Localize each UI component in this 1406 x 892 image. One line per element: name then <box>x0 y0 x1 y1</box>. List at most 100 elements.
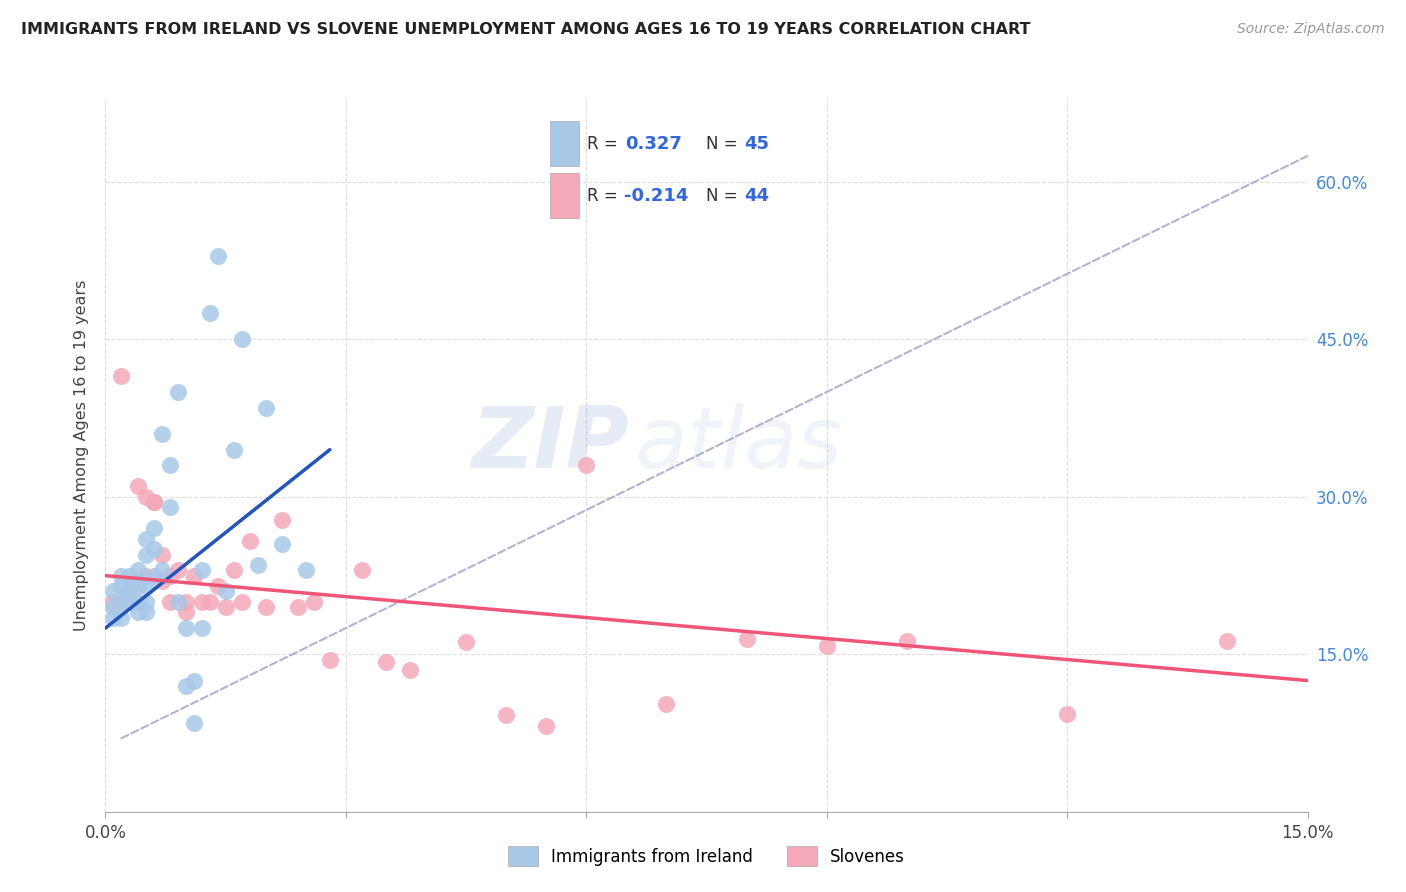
Point <box>575 458 598 473</box>
Point <box>174 679 197 693</box>
Point <box>1056 707 1078 722</box>
Text: R =: R = <box>586 135 617 153</box>
Point <box>135 532 157 546</box>
Point <box>103 595 125 609</box>
Text: Source: ZipAtlas.com: Source: ZipAtlas.com <box>1237 22 1385 37</box>
Point <box>142 495 165 509</box>
Point <box>110 369 132 384</box>
Point <box>270 513 292 527</box>
Point <box>118 595 141 609</box>
Point <box>110 568 132 582</box>
Point <box>127 574 149 588</box>
Point <box>135 490 157 504</box>
Point <box>190 621 212 635</box>
Point <box>735 632 758 646</box>
Point <box>103 584 125 599</box>
Text: N =: N = <box>706 135 738 153</box>
Point <box>127 605 149 619</box>
Point <box>150 548 173 562</box>
Point <box>214 600 236 615</box>
Point <box>222 442 245 457</box>
Point <box>118 579 141 593</box>
Point <box>454 634 477 648</box>
Point <box>127 595 149 609</box>
Text: N =: N = <box>706 186 738 204</box>
Point <box>183 673 205 688</box>
Point <box>142 521 165 535</box>
Point <box>183 715 205 730</box>
Point <box>302 595 325 609</box>
Point <box>231 595 253 609</box>
Point <box>150 563 173 577</box>
Point <box>319 652 342 666</box>
Point <box>159 595 181 609</box>
Point <box>198 595 221 609</box>
Text: R =: R = <box>586 186 617 204</box>
FancyBboxPatch shape <box>550 121 579 166</box>
Point <box>190 563 212 577</box>
Point <box>190 595 212 609</box>
Point <box>103 610 125 624</box>
Point <box>110 610 132 624</box>
Text: 0.327: 0.327 <box>626 135 682 153</box>
Point <box>127 563 149 577</box>
Point <box>166 595 188 609</box>
Point <box>127 579 149 593</box>
Point <box>246 558 269 573</box>
Text: IMMIGRANTS FROM IRELAND VS SLOVENE UNEMPLOYMENT AMONG AGES 16 TO 19 YEARS CORREL: IMMIGRANTS FROM IRELAND VS SLOVENE UNEMP… <box>21 22 1031 37</box>
Point <box>815 639 838 653</box>
Point <box>110 595 132 609</box>
Point <box>174 605 197 619</box>
Point <box>150 426 173 441</box>
Point <box>118 568 141 582</box>
Point <box>655 697 678 711</box>
Point <box>198 306 221 320</box>
Point <box>222 563 245 577</box>
Point <box>118 584 141 599</box>
Point <box>896 633 918 648</box>
Point <box>254 401 277 415</box>
Text: -0.214: -0.214 <box>624 186 688 204</box>
Point <box>118 595 141 609</box>
Point <box>374 655 398 669</box>
Point <box>207 579 229 593</box>
Point <box>135 568 157 582</box>
Point <box>159 500 181 515</box>
Point <box>127 479 149 493</box>
Point <box>159 568 181 582</box>
Point <box>110 595 132 609</box>
Point <box>142 542 165 557</box>
Point <box>534 719 557 733</box>
Point <box>270 537 292 551</box>
Point <box>239 533 262 548</box>
FancyBboxPatch shape <box>550 173 579 218</box>
Point <box>174 595 197 609</box>
Point <box>214 584 236 599</box>
Point <box>142 495 165 509</box>
Point <box>159 458 181 473</box>
Point <box>495 708 517 723</box>
Text: ZIP: ZIP <box>471 402 628 486</box>
Point <box>118 584 141 599</box>
Point <box>1216 633 1239 648</box>
Point <box>142 568 165 582</box>
Point <box>103 600 125 615</box>
Point <box>166 563 188 577</box>
Y-axis label: Unemployment Among Ages 16 to 19 years: Unemployment Among Ages 16 to 19 years <box>75 279 90 631</box>
Point <box>287 600 309 615</box>
Point <box>110 579 132 593</box>
Point <box>399 663 422 677</box>
Point <box>135 548 157 562</box>
Point <box>166 384 188 399</box>
Point <box>350 563 373 577</box>
Legend: Immigrants from Ireland, Slovenes: Immigrants from Ireland, Slovenes <box>499 838 914 875</box>
Point <box>174 621 197 635</box>
Point <box>254 600 277 615</box>
Point <box>183 568 205 582</box>
Point <box>127 595 149 609</box>
Point <box>295 563 318 577</box>
Point <box>135 605 157 619</box>
Point <box>231 333 253 347</box>
Text: 45: 45 <box>744 135 769 153</box>
Point <box>207 248 229 262</box>
